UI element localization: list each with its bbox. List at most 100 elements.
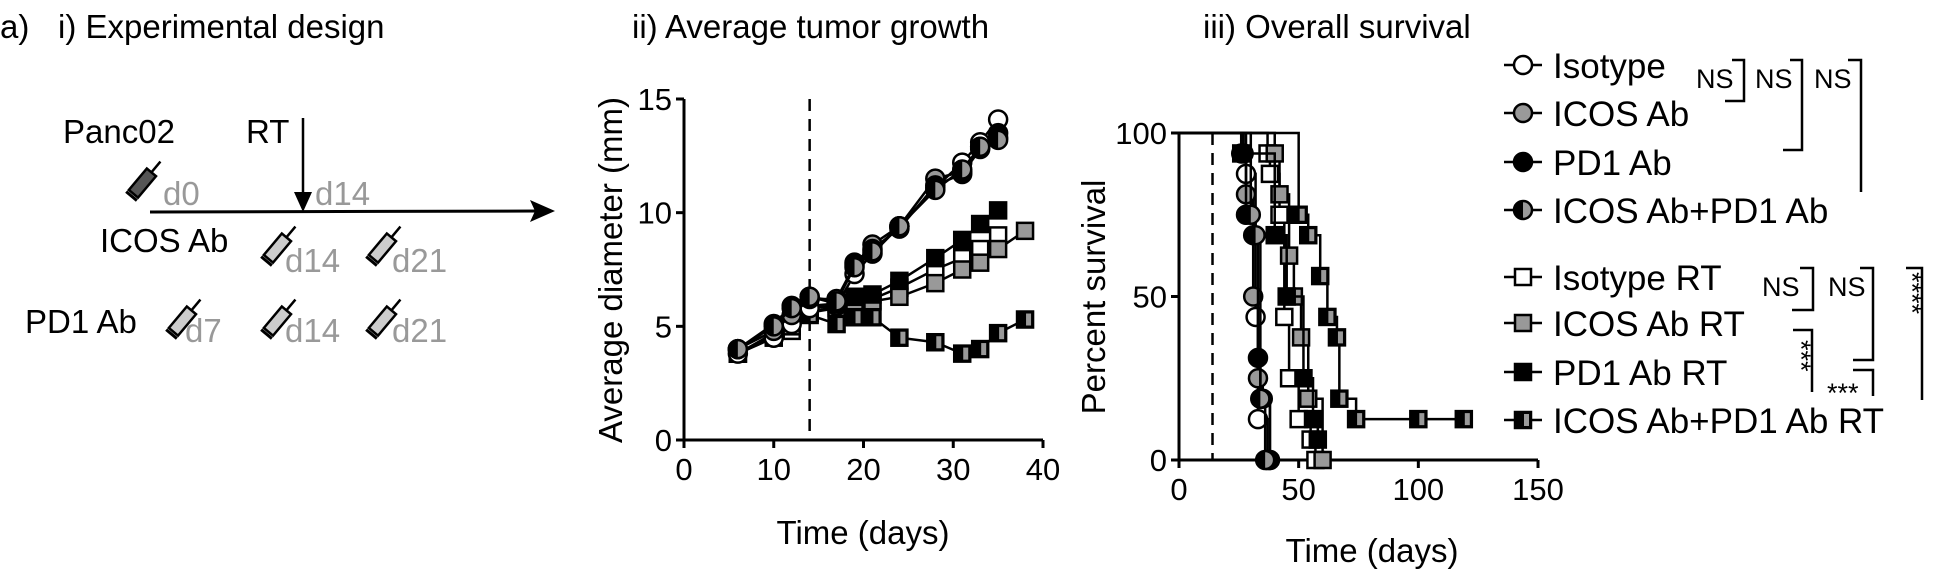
marker-icos-pd1-ab <box>951 159 973 180</box>
marker-icos-pd1-ab-rt <box>1409 409 1428 429</box>
marker-square <box>1513 362 1533 382</box>
x-tick-label: 20 <box>846 452 880 487</box>
marker-icos-pd1-ab-rt <box>970 339 990 359</box>
x-tick-label: 100 <box>1392 472 1444 507</box>
marker-icos-pd1-ab <box>1245 224 1266 246</box>
marker-square <box>926 273 945 293</box>
marker-half <box>782 299 792 318</box>
marker-icos-ab-rt <box>952 260 972 279</box>
marker-stripe <box>1321 270 1327 283</box>
marker-stripe <box>1464 413 1470 426</box>
syringe-needle <box>190 298 202 312</box>
marker-isotype <box>1512 54 1534 76</box>
growth-title: ii) Average tumor growth <box>632 8 989 45</box>
legend-item: Isotype <box>1504 47 1666 86</box>
marker-stripe <box>855 311 861 324</box>
marker-isotype-rt <box>1275 307 1294 327</box>
legend: NS NS NS NS NS **** *** *** Isotype ICOS … <box>1504 47 1927 441</box>
series-pd1-ab-rt <box>1179 131 1328 449</box>
sig-bracket <box>1906 266 1924 400</box>
pd1-ab-label: PD1 Ab <box>25 303 137 340</box>
marker-icos-pd1-ab-rt <box>863 307 882 327</box>
panc02-label: Panc02 <box>63 113 175 150</box>
legend-label: Isotype RT <box>1553 259 1722 298</box>
series-icos-ab-pd1-ab <box>727 129 1009 360</box>
marker-square <box>1231 144 1251 163</box>
marker-square <box>970 253 990 272</box>
marker-pd1-ab <box>1512 151 1534 173</box>
marker-square <box>890 271 909 291</box>
marker-icos-pd1-ab-rt <box>1015 310 1035 329</box>
marker-half <box>989 130 999 149</box>
marker-half <box>1256 451 1266 469</box>
marker-half <box>1251 389 1261 408</box>
panel-label: a) <box>0 8 29 45</box>
survival-title: iii) Overall survival <box>1203 8 1471 45</box>
marker-pd1-ab-rt <box>845 287 864 307</box>
marker-square <box>1275 307 1294 327</box>
marker-icos-pd1-ab-rt <box>1330 389 1349 408</box>
survival-y-label: Percent survival <box>1075 180 1112 415</box>
survival-chart: iii) Overall survival Percent survival T… <box>1075 8 1564 569</box>
legend-label: ICOS Ab+PD1 Ab RT <box>1553 402 1884 441</box>
survival-x-label: Time (days) <box>1286 532 1459 569</box>
marker-pd1-ab-rt <box>1513 362 1533 382</box>
x-tick-label: 10 <box>757 452 791 487</box>
marker-icos-pd1-ab-rt <box>1327 328 1347 347</box>
marker-half <box>1514 201 1523 219</box>
marker-isotype-rt <box>1513 267 1533 287</box>
marker-icos-ab-rt <box>988 239 1008 259</box>
legend-item: ICOS Ab+PD1 Ab RT <box>1504 402 1884 441</box>
x-tick-label: 0 <box>1170 472 1187 507</box>
marker-stripe <box>1419 413 1425 426</box>
legend-item: PD1 Ab RT <box>1504 354 1727 393</box>
sig-label: *** <box>1827 378 1859 408</box>
marker-square <box>988 239 1008 259</box>
marker-icos-ab-rt <box>1291 328 1311 347</box>
marker-icos-pd1-ab <box>763 316 784 337</box>
sig-bracket <box>1853 368 1875 396</box>
marker-stripe <box>936 336 942 349</box>
marker-half <box>863 242 873 261</box>
sig-label: NS <box>1762 272 1800 302</box>
marker-pd1-ab-rt <box>988 201 1008 220</box>
marker-stripe <box>1026 313 1032 326</box>
y-tick-label: 0 <box>655 423 672 458</box>
legend-label: ICOS Ab <box>1553 95 1689 134</box>
icos-ab-label: ICOS Ab <box>100 222 228 259</box>
marker-pd1-ab-rt <box>926 248 945 268</box>
y-tick-label: 5 <box>655 309 672 344</box>
series-icos-ab-pd1-ab-rt <box>1179 131 1474 429</box>
y-tick-label: 50 <box>1133 280 1167 315</box>
marker-icos-pd1-ab-rt <box>952 344 972 363</box>
marker-pd1-ab-rt <box>863 285 882 304</box>
marker-half <box>1246 226 1256 245</box>
y-tick-label: 15 <box>638 82 672 117</box>
syringe-plunger <box>125 190 138 202</box>
syringe-plunger <box>165 328 178 340</box>
syringe-plunger <box>260 255 273 267</box>
marker-pd1-ab-rt <box>1277 287 1296 306</box>
marker-square <box>1279 246 1299 265</box>
marker-square <box>952 230 972 250</box>
marker-square <box>863 285 882 304</box>
syringe-plunger <box>260 328 273 340</box>
y-tick-label: 0 <box>1150 443 1167 478</box>
marker-square <box>1303 409 1323 429</box>
syringe-icon <box>260 225 297 267</box>
marker-half <box>845 258 855 277</box>
marker-icos-pd1-ab-rt <box>1298 225 1318 245</box>
marker-square <box>1313 450 1332 470</box>
marker-icos-pd1-ab <box>889 216 910 237</box>
growth-y-label: Average diameter (mm) <box>592 97 629 443</box>
marker-stripe <box>1357 413 1363 426</box>
marker-stripe <box>900 331 906 344</box>
legend-item: PD1 Ab <box>1504 144 1672 183</box>
marker-icos-pd1-ab <box>781 297 802 319</box>
marker-square <box>988 201 1008 220</box>
marker-square <box>1513 267 1533 287</box>
marker-icos-pd1-ab <box>1240 204 1262 225</box>
marker-icos-pd1-ab-rt <box>1346 409 1366 429</box>
marker-icos-pd1-ab <box>987 129 1009 151</box>
marker-half <box>827 292 837 311</box>
